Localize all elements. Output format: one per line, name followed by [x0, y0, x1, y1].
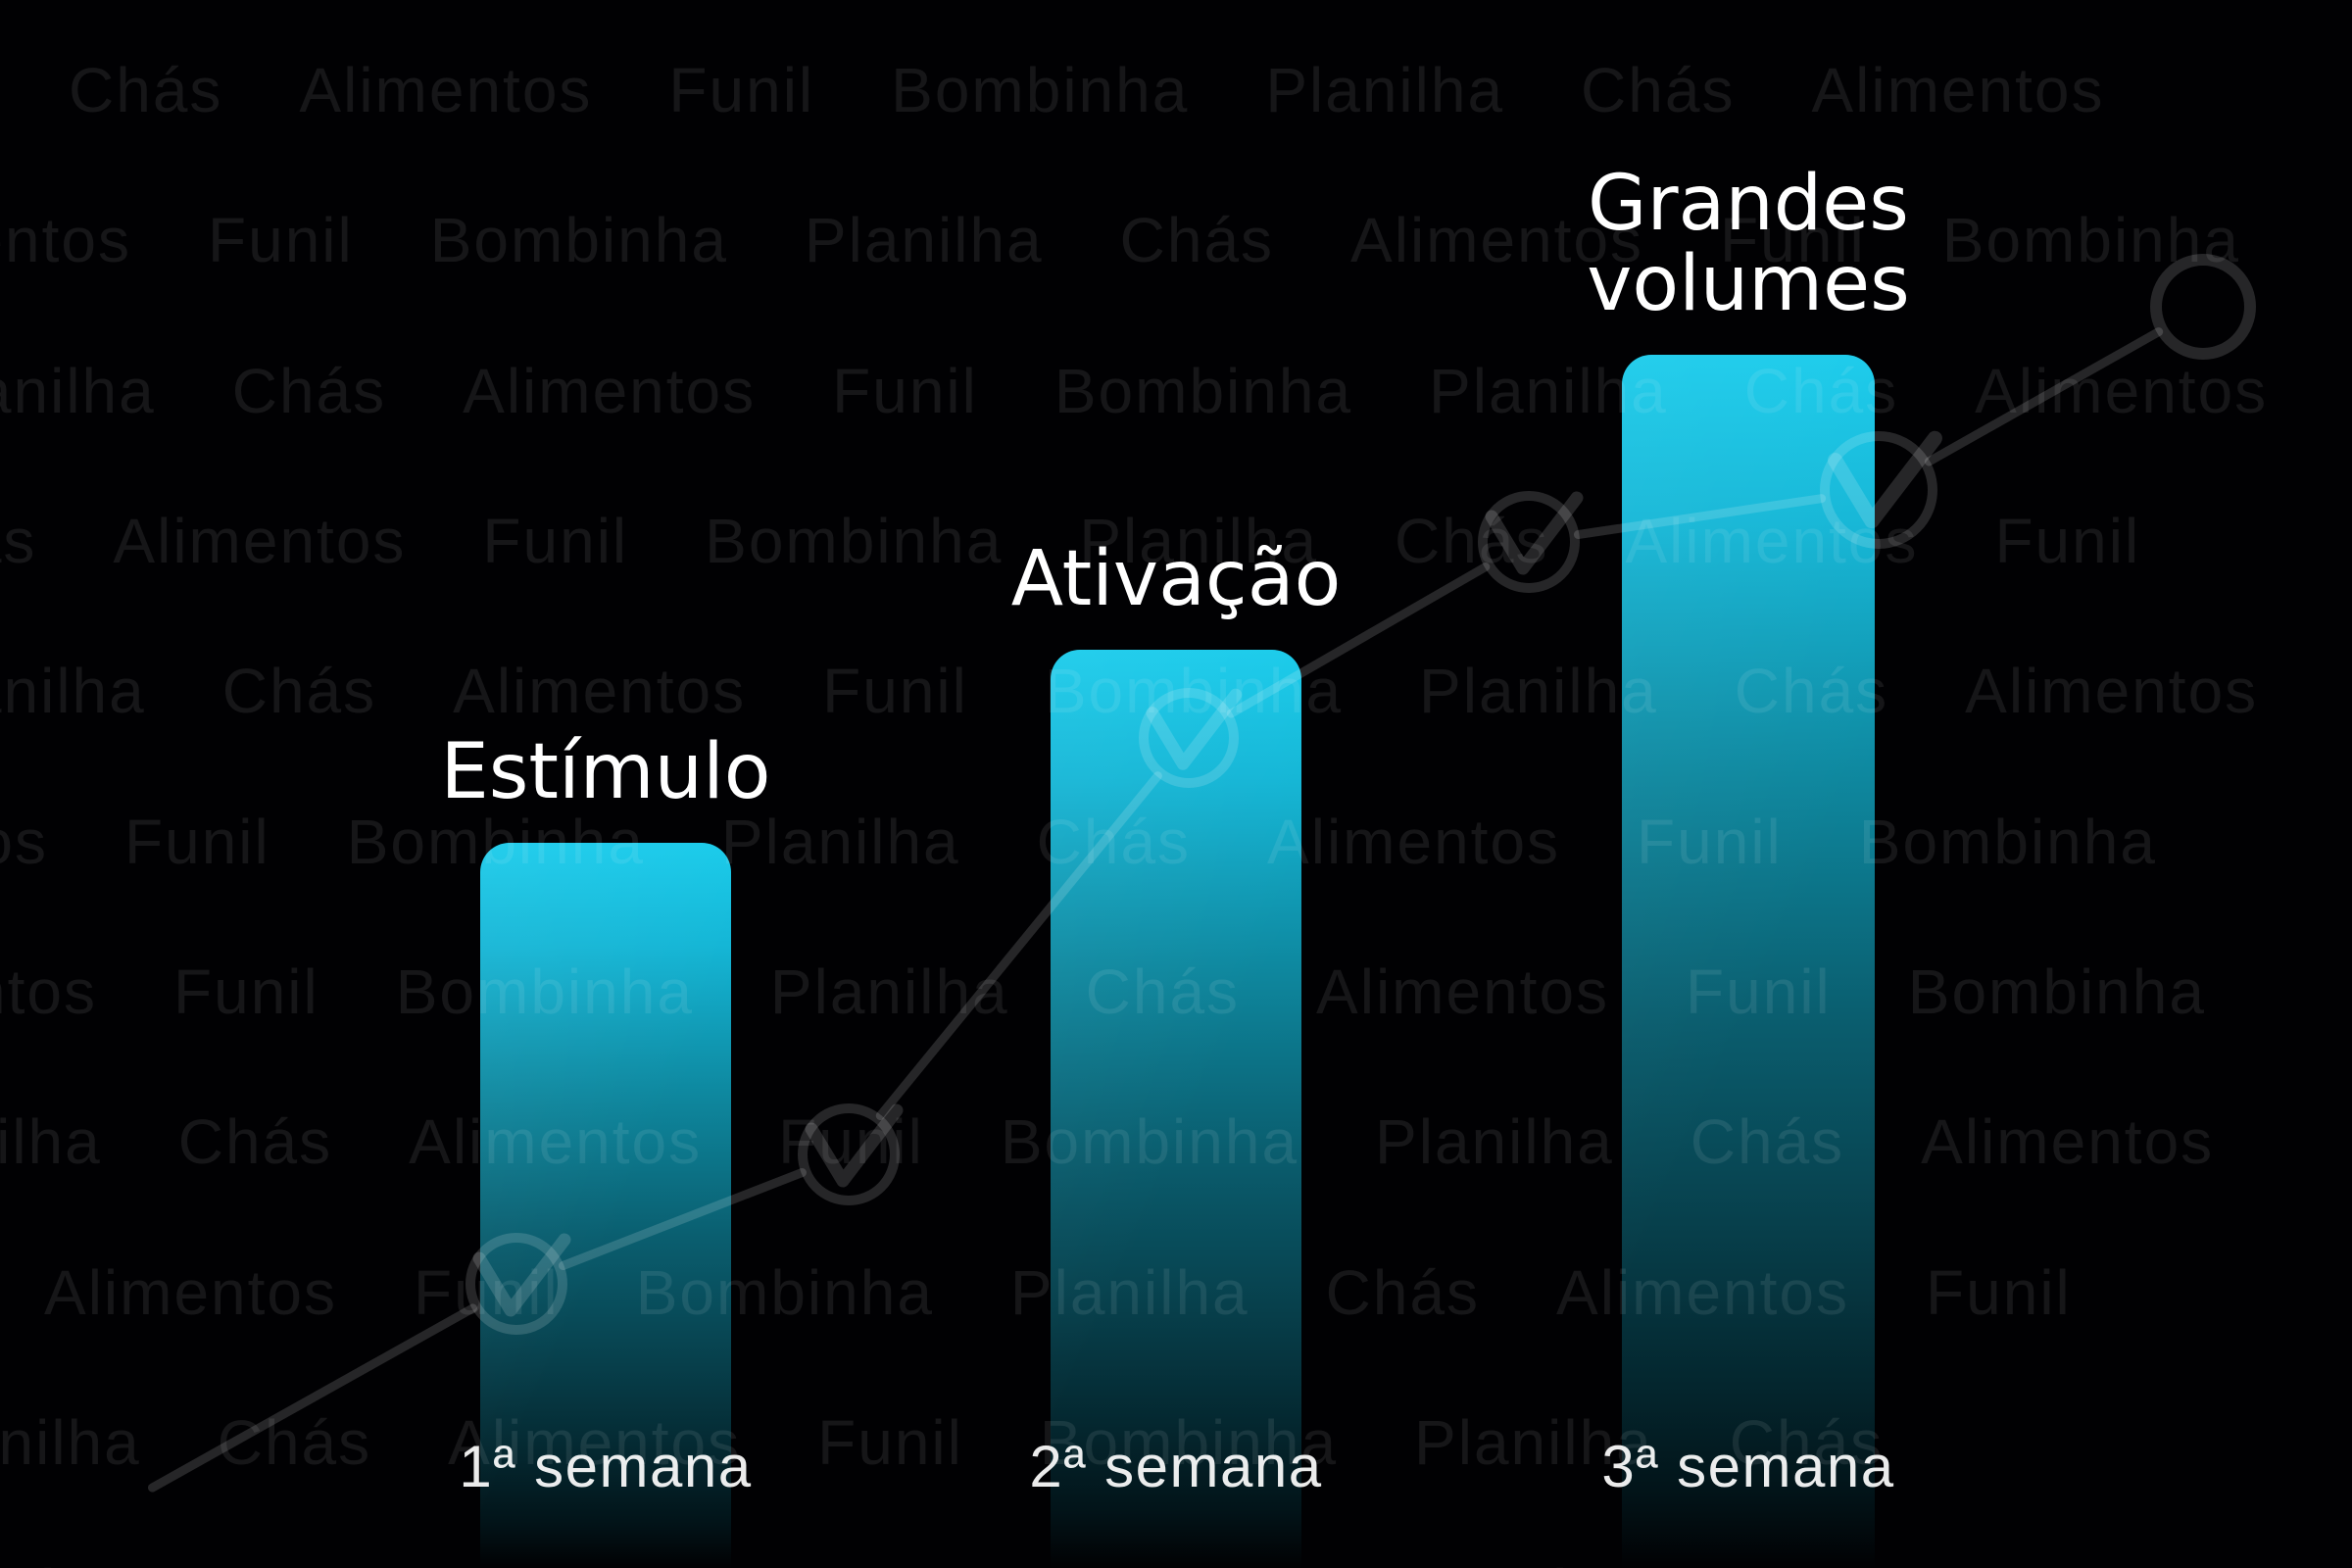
bar-3	[1622, 355, 1875, 1568]
bar-2	[1051, 650, 1301, 1568]
bar-1	[480, 843, 731, 1568]
